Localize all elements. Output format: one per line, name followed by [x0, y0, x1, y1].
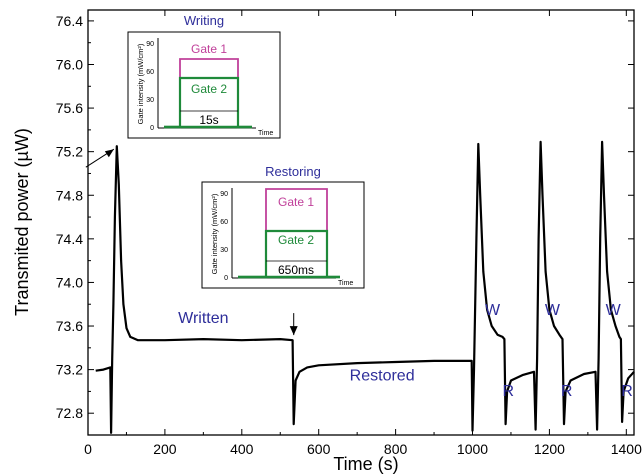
y-tick-label: 75.2	[56, 144, 83, 160]
inset-gate1-label: Gate 1	[191, 42, 227, 56]
x-axis-ticks: 0 200 400 600 800 1000 1200 1400	[84, 10, 642, 457]
x-tick-label: 1000	[457, 441, 488, 457]
plot-frame	[87, 9, 635, 436]
y-tick-label: 75.6	[56, 100, 83, 116]
annotation-label: R	[502, 383, 514, 400]
x-tick-label: 0	[84, 441, 92, 457]
inset-y-tick-label: 90	[220, 191, 228, 198]
annotation-label: W	[606, 302, 622, 319]
inset-duration-label: 15s	[199, 113, 218, 127]
inset-y-axis-label: Gate intensity (mW/cm²)	[136, 43, 145, 124]
y-tick-label: 74.8	[56, 187, 83, 203]
inset-duration-label: 650ms	[278, 263, 314, 277]
x-tick-label: 1200	[534, 441, 565, 457]
inset-box	[127, 31, 281, 139]
inset-y-tick-label: 0	[224, 275, 228, 282]
arrow-head	[104, 149, 114, 158]
annotation-label: W	[485, 302, 501, 319]
inset-gate2-label: Gate 2	[191, 82, 227, 96]
x-tick-label: 1400	[611, 441, 642, 457]
inset-y-tick-label: 0	[150, 125, 154, 132]
arrows	[85, 148, 298, 336]
inset-gate1-label: Gate 1	[278, 195, 314, 209]
inset-x-axis-label: Time	[258, 130, 273, 137]
annotation-label: Written	[178, 310, 228, 327]
x-tick-label: 600	[307, 441, 331, 457]
inset-y-tick-label: 30	[146, 97, 154, 104]
y-tick-label: 74.0	[56, 274, 83, 290]
inset-x-axis-label: Time	[338, 280, 353, 287]
y-tick-label: 73.6	[56, 318, 83, 334]
annotation-label: Restored	[350, 368, 415, 385]
series-line	[95, 140, 635, 434]
annotation-label: W	[545, 302, 561, 319]
y-tick-label: 72.8	[56, 405, 83, 421]
x-axis-title: Time (s)	[333, 454, 398, 474]
y-tick-label: 76.0	[56, 56, 83, 72]
inset-gate2-label: Gate 2	[278, 233, 314, 247]
inset-restoring: Restoring Time Gate intensity (mW/cm²) 0…	[201, 164, 365, 289]
inset-y-tick-label: 90	[146, 41, 154, 48]
inset-y-axis-label: Gate intensity (mW/cm²)	[210, 193, 219, 274]
x-tick-label: 200	[153, 441, 177, 457]
annotation-label: R	[561, 383, 573, 400]
x-tick-label: 800	[384, 441, 408, 457]
y-tick-label: 73.2	[56, 362, 83, 378]
annotations: Written Restored W R W R W R	[178, 302, 633, 400]
y-axis-ticks: 72.8 73.2 73.6 74.0 74.4 74.8 75.2 75.6 76.0 76.4	[56, 13, 634, 421]
inset-writing: Writing Time Gate intensity (mW/cm²) 0 3…	[127, 13, 281, 139]
annotation-label: R	[621, 383, 633, 400]
y-axis-title: Transmited power (µW)	[12, 128, 32, 316]
inset-y-tick-label: 60	[146, 69, 154, 76]
arrow-head	[289, 326, 298, 336]
inset-box	[201, 181, 365, 289]
inset-y-tick-label: 60	[220, 219, 228, 226]
inset-y-tick-label: 30	[220, 247, 228, 254]
inset-title: Writing	[184, 13, 224, 28]
x-tick-label: 400	[230, 441, 254, 457]
y-tick-label: 74.4	[56, 231, 83, 247]
y-tick-label: 76.4	[56, 13, 83, 29]
inset-title: Restoring	[265, 164, 321, 179]
